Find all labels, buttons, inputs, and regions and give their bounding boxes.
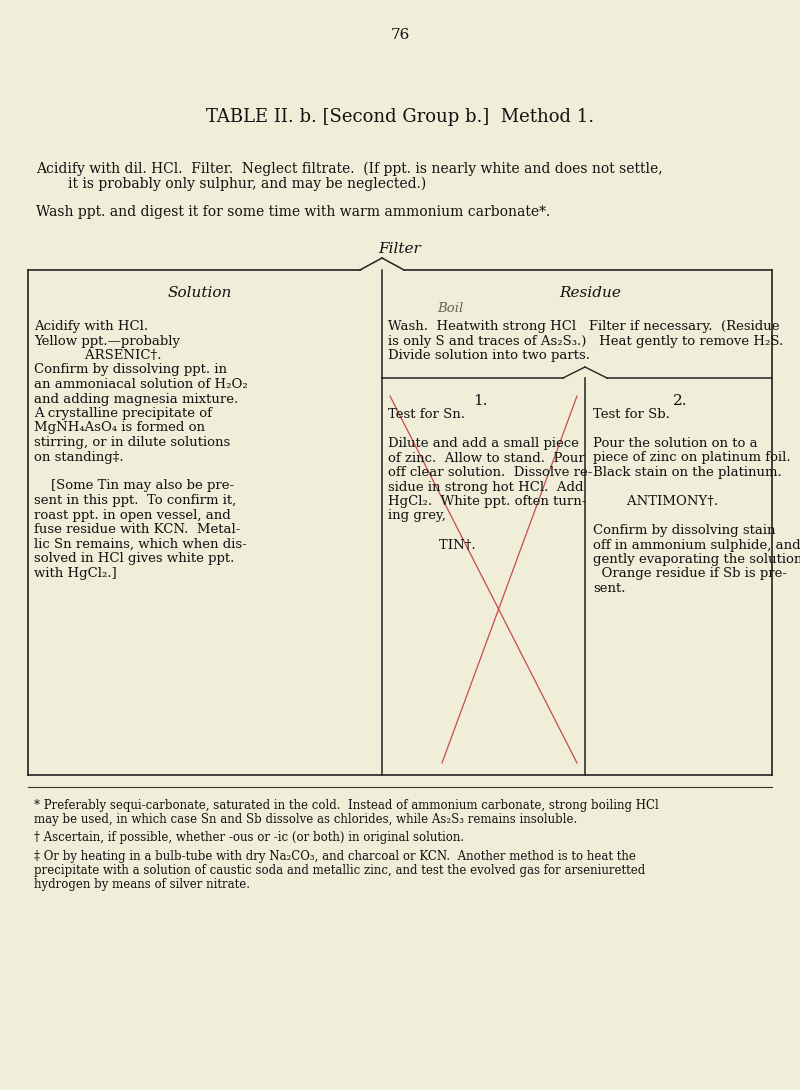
Text: off clear solution.  Dissolve re-: off clear solution. Dissolve re- [388, 467, 592, 479]
Text: lic Sn remains, which when dis-: lic Sn remains, which when dis- [34, 537, 246, 550]
Text: ing grey,: ing grey, [388, 509, 446, 522]
Text: Dilute and add a small piece: Dilute and add a small piece [388, 437, 579, 450]
Text: Solution: Solution [168, 286, 232, 300]
Text: A crystalline precipitate of: A crystalline precipitate of [34, 407, 212, 420]
Text: Yellow ppt.—probably: Yellow ppt.—probably [34, 335, 180, 348]
Text: stirring, or in dilute solutions: stirring, or in dilute solutions [34, 436, 230, 449]
Text: piece of zinc on platinum foil.: piece of zinc on platinum foil. [593, 451, 790, 464]
Text: of zinc.  Allow to stand.  Pour: of zinc. Allow to stand. Pour [388, 451, 585, 464]
Text: TIN†.: TIN†. [388, 538, 476, 552]
Text: hydrogen by means of silver nitrate.: hydrogen by means of silver nitrate. [34, 879, 250, 891]
Text: Acidify with HCl.: Acidify with HCl. [34, 320, 148, 334]
Text: Wash ppt. and digest it for some time with warm ammonium carbonate*.: Wash ppt. and digest it for some time wi… [36, 205, 550, 219]
Text: Pour the solution on to a: Pour the solution on to a [593, 437, 758, 450]
Text: gently evaporating the solution.: gently evaporating the solution. [593, 553, 800, 566]
Text: sidue in strong hot HCl.  Add: sidue in strong hot HCl. Add [388, 481, 583, 494]
Text: MgNH₄AsO₄ is formed on: MgNH₄AsO₄ is formed on [34, 422, 205, 435]
Text: ARSENIC†.: ARSENIC†. [34, 349, 162, 362]
Text: is only S and traces of As₂S₃.)   Heat gently to remove H₂S.: is only S and traces of As₂S₃.) Heat gen… [388, 335, 783, 348]
Text: Divide solution into two parts.: Divide solution into two parts. [388, 349, 590, 362]
Text: Orange residue if Sb is pre-: Orange residue if Sb is pre- [593, 568, 787, 581]
Text: sent.: sent. [593, 582, 626, 595]
Text: * Preferably sequi-carbonate, saturated in the cold.  Instead of ammonium carbon: * Preferably sequi-carbonate, saturated … [34, 799, 658, 812]
Text: [Some Tin may also be pre-: [Some Tin may also be pre- [34, 480, 234, 493]
Text: ANTIMONY†.: ANTIMONY†. [593, 495, 718, 508]
Text: Confirm by dissolving ppt. in: Confirm by dissolving ppt. in [34, 363, 227, 376]
Text: may be used, in which case Sn and Sb dissolve as chlorides, while As₂S₃ remains : may be used, in which case Sn and Sb dis… [34, 813, 578, 826]
Text: precipitate with a solution of caustic soda and metallic zinc, and test the evol: precipitate with a solution of caustic s… [34, 863, 646, 876]
Text: 1.: 1. [473, 393, 487, 408]
Text: with HgCl₂.]: with HgCl₂.] [34, 567, 117, 580]
Text: 2.: 2. [673, 393, 687, 408]
Text: Residue: Residue [559, 286, 621, 300]
Text: Boil: Boil [437, 302, 463, 315]
Text: TABLE II. b. [Second Group b.]  Method 1.: TABLE II. b. [Second Group b.] Method 1. [206, 108, 594, 126]
Text: Test for Sb.: Test for Sb. [593, 408, 670, 421]
Text: an ammoniacal solution of H₂O₂: an ammoniacal solution of H₂O₂ [34, 378, 248, 391]
Text: ‡ Or by heating in a bulb-tube with dry Na₂CO₃, and charcoal or KCN.  Another me: ‡ Or by heating in a bulb-tube with dry … [34, 849, 636, 862]
Text: Filter: Filter [378, 242, 422, 256]
Text: and adding magnesia mixture.: and adding magnesia mixture. [34, 392, 238, 405]
Text: HgCl₂.  White ppt. often turn-: HgCl₂. White ppt. often turn- [388, 495, 586, 508]
Text: Confirm by dissolving stain: Confirm by dissolving stain [593, 524, 775, 537]
Text: it is probably only sulphur, and may be neglected.): it is probably only sulphur, and may be … [68, 177, 426, 192]
Text: Acidify with dil. HCl.  Filter.  Neglect filtrate.  (If ppt. is nearly white and: Acidify with dil. HCl. Filter. Neglect f… [36, 162, 662, 177]
Text: sent in this ppt.  To confirm it,: sent in this ppt. To confirm it, [34, 494, 236, 507]
Text: on standing‡.: on standing‡. [34, 450, 124, 463]
Text: 76: 76 [390, 28, 410, 43]
Text: roast ppt. in open vessel, and: roast ppt. in open vessel, and [34, 509, 230, 521]
Text: Test for Sn.: Test for Sn. [388, 408, 465, 421]
Text: fuse residue with KCN.  Metal-: fuse residue with KCN. Metal- [34, 523, 240, 536]
Text: solved in HCl gives white ppt.: solved in HCl gives white ppt. [34, 552, 234, 565]
Text: off in ammonium sulphide, and: off in ammonium sulphide, and [593, 538, 800, 552]
Text: Black stain on the platinum.: Black stain on the platinum. [593, 467, 782, 479]
Text: Wash.  Heatwith strong HCl   Filter if necessary.  (Residue: Wash. Heatwith strong HCl Filter if nece… [388, 320, 779, 334]
Text: † Ascertain, if possible, whether -ous or -ic (or both) in original solution.: † Ascertain, if possible, whether -ous o… [34, 832, 464, 845]
